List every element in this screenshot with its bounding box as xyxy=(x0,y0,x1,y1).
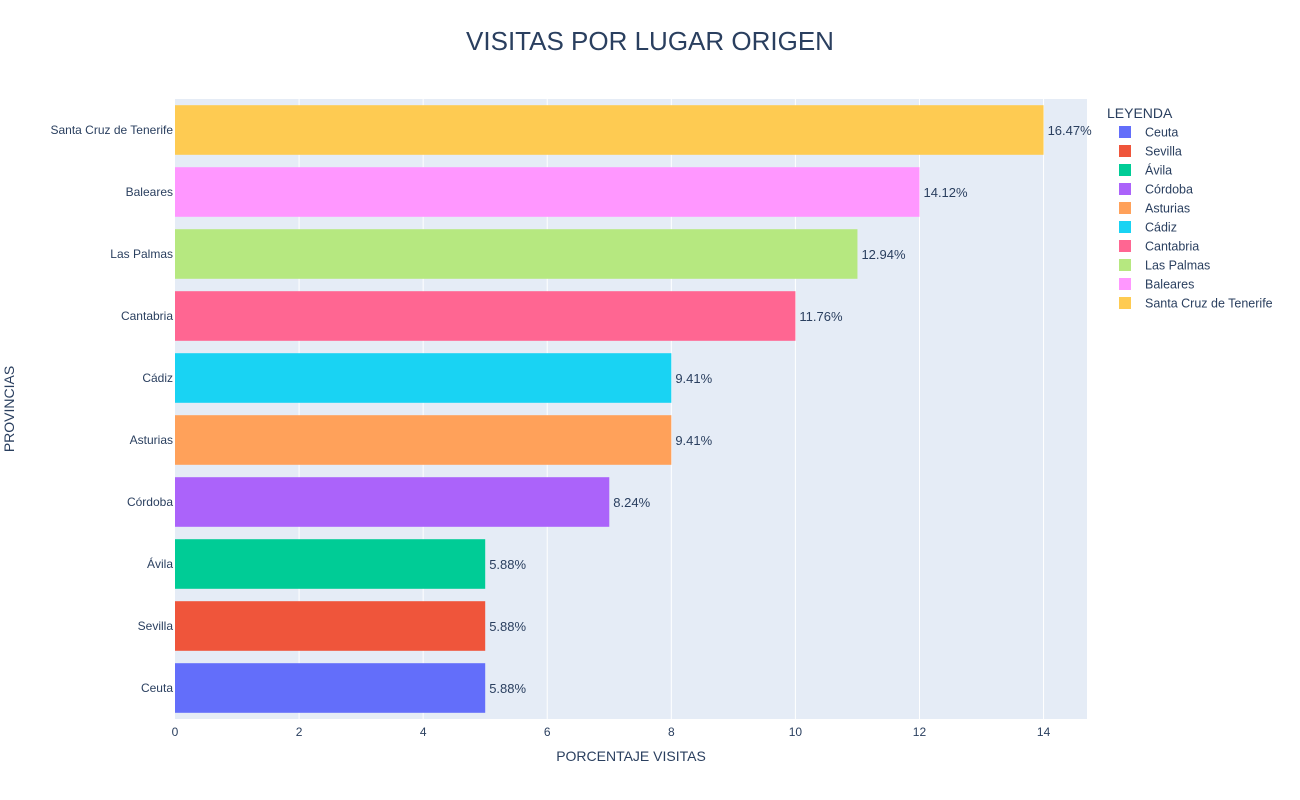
legend-label: Baleares xyxy=(1145,278,1194,292)
x-tick-label: 8 xyxy=(668,725,675,739)
legend-label: Ávila xyxy=(1145,163,1172,178)
data-label: 11.76% xyxy=(799,309,843,324)
y-tick-label: Ceuta xyxy=(141,681,173,695)
legend-item[interactable]: Las Palmas xyxy=(1119,259,1210,273)
data-label: 14.12% xyxy=(923,185,968,200)
legend-item[interactable]: Baleares xyxy=(1119,278,1194,292)
x-tick-label: 4 xyxy=(420,725,427,739)
data-label: 9.41% xyxy=(675,433,712,448)
bar xyxy=(175,353,672,403)
legend-swatch xyxy=(1119,221,1131,233)
bar xyxy=(175,167,920,217)
legend-item[interactable]: Sevilla xyxy=(1119,145,1182,159)
data-label: 5.88% xyxy=(489,557,526,572)
chart-title: VISITAS POR LUGAR ORIGEN xyxy=(466,26,834,56)
legend-swatch xyxy=(1119,145,1131,157)
legend-swatch xyxy=(1119,164,1131,176)
legend-label: Córdoba xyxy=(1145,183,1193,197)
legend-label: Ceuta xyxy=(1145,126,1178,140)
legend-label: Santa Cruz de Tenerife xyxy=(1145,297,1273,311)
legend-swatch xyxy=(1119,278,1131,290)
data-label: 5.88% xyxy=(489,619,526,634)
legend-item[interactable]: Ceuta xyxy=(1119,126,1178,140)
legend-item[interactable]: Cantabria xyxy=(1119,240,1199,254)
y-tick-label: Cádiz xyxy=(142,371,173,385)
legend-swatch xyxy=(1119,202,1131,214)
y-tick-label: Santa Cruz de Tenerife xyxy=(50,123,173,137)
data-label: 8.24% xyxy=(613,495,650,510)
y-axis-ticks: Ceuta Sevilla Ávila Córdoba Asturias Cádiz Can… xyxy=(50,123,173,695)
bar xyxy=(175,415,672,465)
y-tick-label: Las Palmas xyxy=(110,247,173,261)
data-label: 12.94% xyxy=(861,247,906,262)
legend-swatch xyxy=(1119,240,1131,252)
x-tick-label: 6 xyxy=(544,725,551,739)
bar xyxy=(175,291,796,341)
legend-label: Cantabria xyxy=(1145,240,1199,254)
legend-item[interactable]: Córdoba xyxy=(1119,183,1193,197)
y-axis-title: PROVINCIAS xyxy=(1,366,17,452)
x-tick-label: 12 xyxy=(913,725,927,739)
bar xyxy=(175,477,610,527)
legend-item[interactable]: Cádiz xyxy=(1119,221,1177,235)
legend-item[interactable]: Ávila xyxy=(1119,163,1172,178)
bars xyxy=(175,105,1044,713)
y-tick-label: Sevilla xyxy=(138,619,174,633)
data-labels: 5.88% 5.88% 5.88% 8.24% 9.41% 9.41% 11.76% 12.9… xyxy=(489,123,1092,696)
x-tick-label: 2 xyxy=(296,725,303,739)
x-axis-ticks: 0 2 4 6 8 10 12 14 xyxy=(172,725,1051,739)
legend-label: Asturias xyxy=(1145,202,1190,216)
x-axis-title: PORCENTAJE VISITAS xyxy=(556,748,706,764)
legend-swatch xyxy=(1119,259,1131,271)
bar xyxy=(175,229,858,279)
bar xyxy=(175,601,486,651)
data-label: 16.47% xyxy=(1048,123,1093,138)
y-tick-label: Cantabria xyxy=(121,309,173,323)
bar xyxy=(175,105,1044,155)
x-tick-label: 0 xyxy=(172,725,179,739)
legend-item[interactable]: Santa Cruz de Tenerife xyxy=(1119,297,1273,311)
legend: LEYENDA Ceuta Sevilla Ávila Córdoba Asturias… xyxy=(1107,105,1273,311)
legend-title: LEYENDA xyxy=(1107,105,1173,121)
legend-label: Las Palmas xyxy=(1145,259,1210,273)
legend-label: Cádiz xyxy=(1145,221,1177,235)
legend-label: Sevilla xyxy=(1145,145,1182,159)
y-tick-label: Córdoba xyxy=(127,495,173,509)
y-tick-label: Asturias xyxy=(130,433,173,447)
bar xyxy=(175,663,486,713)
legend-swatch xyxy=(1119,126,1131,138)
legend-item[interactable]: Asturias xyxy=(1119,202,1190,216)
data-label: 5.88% xyxy=(489,681,526,696)
x-tick-label: 10 xyxy=(789,725,803,739)
y-tick-label: Ávila xyxy=(147,556,173,571)
y-tick-label: Baleares xyxy=(126,185,173,199)
legend-swatch xyxy=(1119,183,1131,195)
bar xyxy=(175,539,486,589)
x-tick-label: 14 xyxy=(1037,725,1051,739)
data-label: 9.41% xyxy=(675,371,712,386)
legend-swatch xyxy=(1119,297,1131,309)
